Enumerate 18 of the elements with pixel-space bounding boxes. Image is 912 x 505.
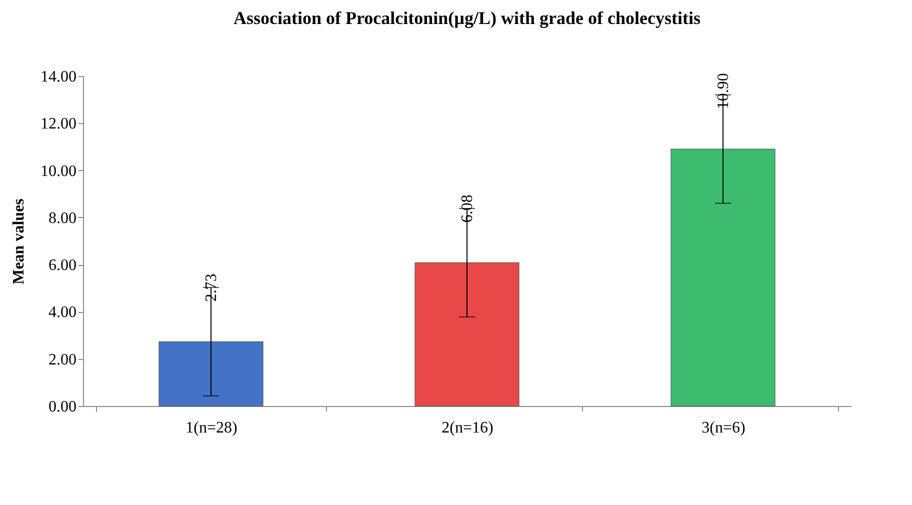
- x-tick-label: 2(n=16): [442, 420, 494, 436]
- y-tick-label: 8.00: [48, 210, 76, 227]
- y-tick-label: 2.00: [48, 351, 76, 368]
- data-label: 2.73: [203, 274, 220, 302]
- y-axis-title: Mean values: [10, 198, 28, 284]
- y-tick-label: 10.00: [40, 162, 76, 180]
- y-tick-label: 14.00: [40, 68, 76, 86]
- bar: [414, 262, 520, 406]
- bar: [158, 341, 264, 406]
- data-label: 10.90: [715, 73, 732, 110]
- chart-title: Association of Procalcitonin(µg/L) with grade of cholecystitis: [234, 8, 700, 28]
- y-tick-label: 0.00: [48, 398, 76, 416]
- y-tick-label: 6.00: [48, 257, 76, 274]
- x-tick-label: 3(n=6): [702, 420, 746, 436]
- y-tick-label: 12.00: [40, 116, 76, 133]
- bar: [670, 148, 776, 406]
- y-tick-label: 4.00: [48, 304, 76, 322]
- x-tick-label: 1(n=28): [186, 420, 238, 436]
